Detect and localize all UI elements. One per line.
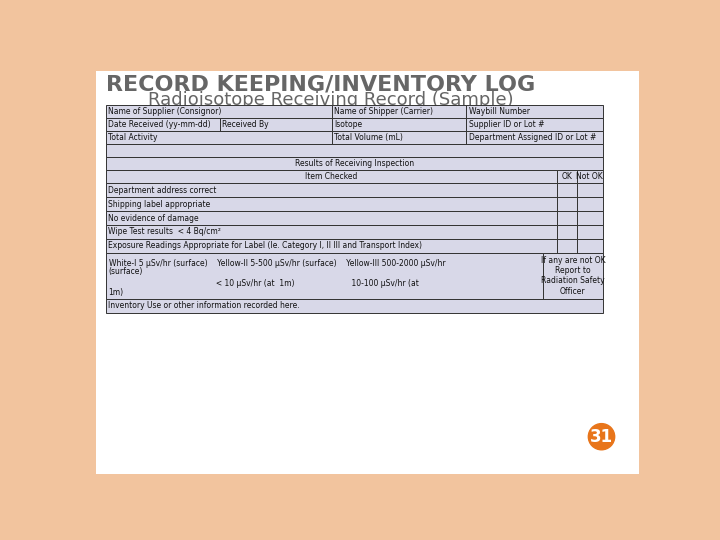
Bar	[106, 253, 543, 299]
Bar	[106, 157, 603, 170]
Bar	[106, 118, 220, 131]
Bar	[106, 184, 557, 197]
Bar	[106, 197, 557, 211]
Bar	[467, 131, 603, 144]
Bar	[467, 118, 603, 131]
Bar	[577, 211, 603, 225]
Text: Supplier ID or Lot #: Supplier ID or Lot #	[469, 120, 544, 129]
Bar	[332, 118, 467, 131]
Text: Isotope: Isotope	[334, 120, 362, 129]
Text: Name of Supplier (Consignor): Name of Supplier (Consignor)	[108, 107, 221, 116]
Text: Wipe Test results  < 4 Bq/cm²: Wipe Test results < 4 Bq/cm²	[108, 227, 221, 237]
Bar	[106, 239, 557, 253]
Bar	[220, 118, 332, 131]
Text: RECORD KEEPING/INVENTORY LOG: RECORD KEEPING/INVENTORY LOG	[106, 75, 535, 95]
Text: Item Checked: Item Checked	[305, 172, 357, 181]
Text: Results of Receiving Inspection: Results of Receiving Inspection	[294, 159, 414, 168]
Bar	[106, 105, 332, 118]
Bar	[577, 170, 603, 184]
Text: Department address correct: Department address correct	[108, 186, 216, 195]
Text: Total Volume (mL): Total Volume (mL)	[334, 133, 403, 142]
Bar	[577, 225, 603, 239]
Text: 1m): 1m)	[109, 288, 124, 297]
Text: Waybill Number: Waybill Number	[469, 107, 529, 116]
Text: No evidence of damage: No evidence of damage	[108, 213, 199, 222]
Text: Not OK: Not OK	[577, 172, 603, 181]
Bar	[557, 184, 577, 197]
Text: 31: 31	[590, 428, 613, 445]
Bar	[106, 131, 332, 144]
Text: Radioisotope Receiving Record (Sample): Radioisotope Receiving Record (Sample)	[148, 91, 514, 109]
Text: (surface): (surface)	[109, 267, 143, 276]
Text: Inventory Use or other information recorded here.: Inventory Use or other information recor…	[108, 301, 300, 310]
Text: Name of Shipper (Carrier): Name of Shipper (Carrier)	[334, 107, 433, 116]
Text: Department Assigned ID or Lot #: Department Assigned ID or Lot #	[469, 133, 596, 142]
Bar	[106, 299, 603, 313]
Bar	[577, 239, 603, 253]
Bar	[106, 225, 557, 239]
Bar	[557, 239, 577, 253]
Bar	[557, 197, 577, 211]
Bar	[557, 170, 577, 184]
Bar	[557, 225, 577, 239]
Bar	[577, 184, 603, 197]
Text: Shipping label appropriate: Shipping label appropriate	[108, 200, 210, 208]
Text: If any are not OK
Report to
Radiation Safety
Officer: If any are not OK Report to Radiation Sa…	[541, 255, 605, 296]
Text: Exposure Readings Appropriate for Label (Ie. Category I, II III and Transport In: Exposure Readings Appropriate for Label …	[108, 241, 422, 250]
Bar	[557, 211, 577, 225]
Bar	[543, 253, 603, 299]
Circle shape	[588, 423, 615, 450]
Text: Total Activity: Total Activity	[108, 133, 158, 142]
Bar	[577, 197, 603, 211]
Text: White-I 5 μSv/hr (surface)    Yellow-II 5-500 μSv/hr (surface)    Yellow-III 500: White-I 5 μSv/hr (surface) Yellow-II 5-5…	[109, 259, 445, 268]
Bar	[332, 131, 467, 144]
Text: < 10 μSv/hr (at  1m)                        10-100 μSv/hr (at: < 10 μSv/hr (at 1m) 10-100 μSv/hr (at	[109, 279, 418, 288]
Text: Date Received (yy-mm-dd): Date Received (yy-mm-dd)	[108, 120, 210, 129]
Bar	[467, 105, 603, 118]
Bar	[106, 144, 603, 157]
Text: OK: OK	[561, 172, 572, 181]
Bar	[106, 170, 557, 184]
Text: Received By: Received By	[222, 120, 269, 129]
Bar	[106, 211, 557, 225]
Bar	[332, 105, 467, 118]
